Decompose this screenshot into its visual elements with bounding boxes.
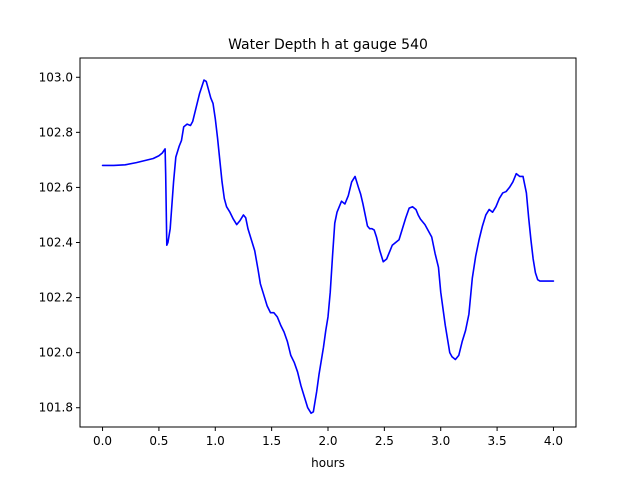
y-tick-label: 102.4 [39, 236, 73, 250]
x-tick-label: 1.5 [262, 434, 281, 448]
x-axis-label: hours [311, 456, 345, 470]
y-tick-label: 101.8 [39, 401, 73, 415]
y-tick-label: 102.8 [39, 125, 73, 139]
x-tick-label: 2.5 [375, 434, 394, 448]
y-tick-label: 102.6 [39, 180, 73, 194]
x-tick-label: 0.5 [149, 434, 168, 448]
series-line [101, 79, 555, 415]
x-tick-label: 0.0 [93, 434, 112, 448]
chart-title: Water Depth h at gauge 540 [228, 37, 428, 53]
y-tick-label: 103.0 [39, 70, 73, 84]
x-axis: 0.0 0.5 1.0 1.5 2.0 2.5 3.0 3.5 4.0 [93, 427, 563, 448]
plot-area [101, 79, 555, 415]
x-tick-label: 1.0 [206, 434, 225, 448]
x-tick-label: 2.0 [318, 434, 337, 448]
y-axis: 101.8 102.0 102.2 102.4 102.6 102.8 103.0 [39, 70, 80, 415]
y-tick-label: 102.0 [39, 346, 73, 360]
x-tick-label: 3.5 [488, 434, 507, 448]
x-tick-label: 4.0 [544, 434, 563, 448]
y-tick-label: 102.2 [39, 291, 73, 305]
x-tick-label: 3.0 [431, 434, 450, 448]
